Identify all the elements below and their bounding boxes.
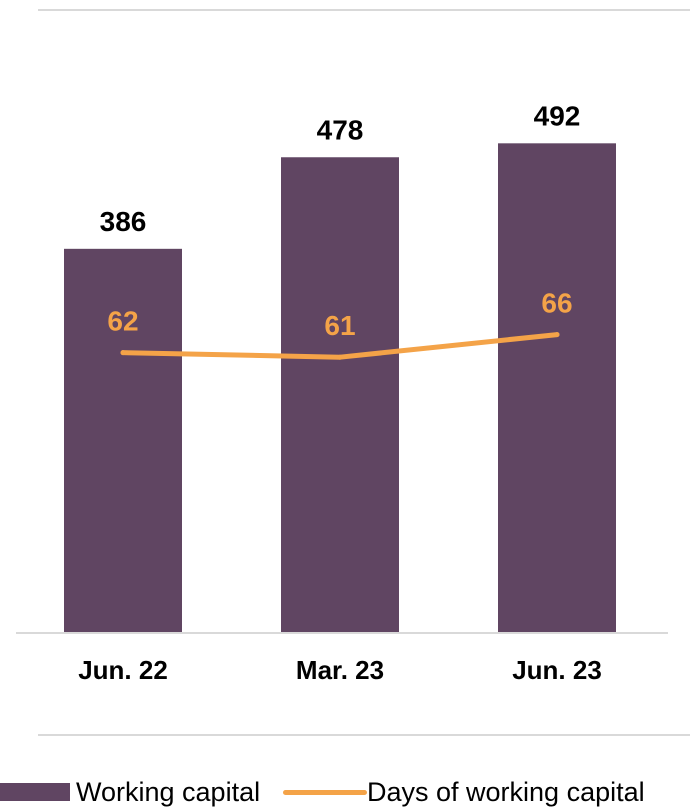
bar-value-label: 386 (100, 206, 147, 237)
chart: 386 478 492 62 61 66 Jun. 22 Mar. 23 Jun. 23 (16, 9, 690, 736)
bar-labels-layer: 386 478 492 (100, 100, 581, 237)
x-ticks-layer: Jun. 22 Mar. 23 Jun. 23 (78, 655, 602, 685)
legend-swatch-bar (0, 783, 70, 801)
line-labels-layer: 62 61 66 (107, 288, 572, 342)
line-point-2 (337, 354, 343, 360)
line-point-1 (120, 350, 126, 356)
bar-value-label: 492 (534, 100, 581, 131)
legend-item-days-of-working-capital: Days of working capital (283, 774, 645, 810)
bar-3 (498, 143, 616, 634)
legend: Working capital Days of working capital (0, 774, 690, 810)
legend-label-working-capital: Working capital (76, 776, 261, 807)
bars-layer (64, 143, 616, 634)
legend-swatch-line (283, 789, 367, 795)
line-value-label: 62 (107, 306, 138, 337)
legend-label-days-of-working-capital: Days of working capital (367, 776, 645, 807)
x-tick-label: Mar. 23 (296, 655, 384, 685)
line-value-label: 61 (324, 310, 355, 341)
bar-2 (281, 157, 399, 634)
bar-value-label: 478 (317, 114, 364, 145)
line-layer (120, 332, 560, 360)
line-value-label: 66 (541, 288, 572, 319)
bar-1 (64, 248, 182, 634)
legend-item-working-capital: Working capital (0, 774, 260, 810)
x-tick-label: Jun. 23 (512, 655, 602, 685)
line-point-3 (554, 332, 560, 338)
x-tick-label: Jun. 22 (78, 655, 168, 685)
